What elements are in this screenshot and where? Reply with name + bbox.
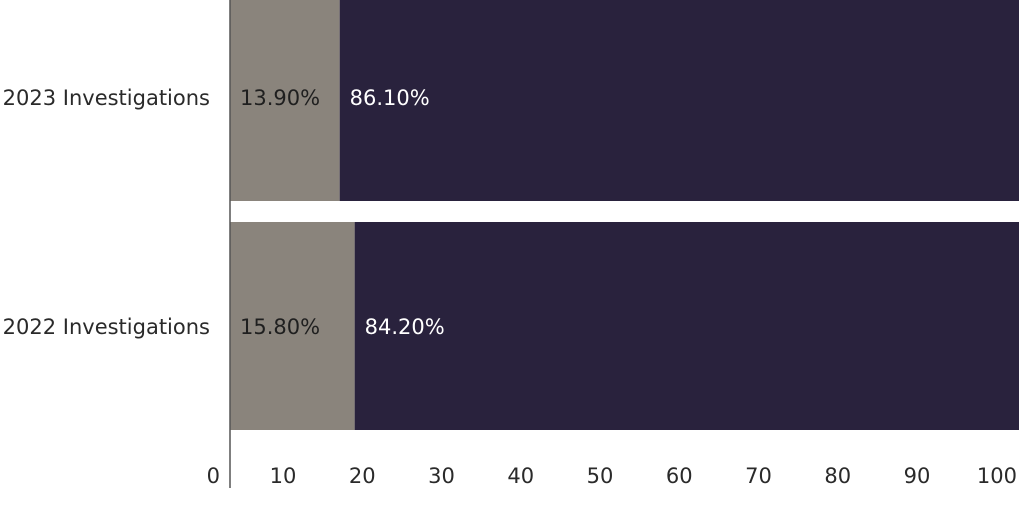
x-tick-label: 20 [349,464,376,488]
bar-segment-1-1 [230,0,340,201]
x-tick-label: 70 [745,464,772,488]
bar-value-label: 13.90% [240,86,320,110]
x-tick-label: 60 [666,464,693,488]
bar-segment-2-2 [354,222,1019,430]
x-tick-label: 40 [507,464,534,488]
bar-value-label: 86.10% [350,86,430,110]
bar-value-label: 84.20% [365,315,445,339]
bar-segment-1-2 [230,222,355,430]
x-tick-label: 0 [207,464,220,488]
x-tick-label: 10 [270,464,297,488]
x-tick-label: 80 [824,464,851,488]
x-tick-label: 30 [428,464,455,488]
x-tick-label: 100 [977,464,1017,488]
category-label: 2022 Investigations [3,315,210,339]
bar-segment-2-1 [339,0,1019,201]
x-tick-label: 90 [904,464,931,488]
x-tick-label: 50 [587,464,614,488]
category-label: 2023 Investigations [3,86,210,110]
bar-value-label: 15.80% [240,315,320,339]
